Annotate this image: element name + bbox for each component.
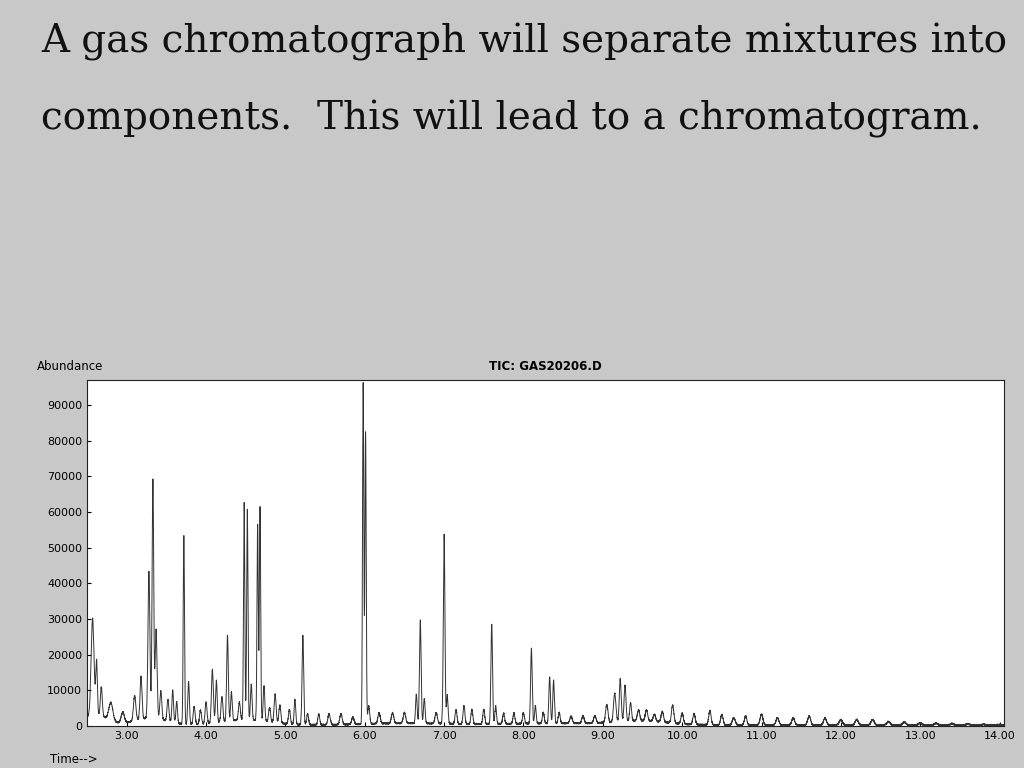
Text: components.  This will lead to a chromatogram.: components. This will lead to a chromato… (41, 100, 982, 137)
Text: Time-->: Time--> (50, 753, 98, 766)
Text: TIC: GAS20206.D: TIC: GAS20206.D (488, 360, 602, 373)
Text: Abundance: Abundance (37, 360, 103, 373)
Text: A gas chromatograph will separate mixtures into: A gas chromatograph will separate mixtur… (41, 23, 1007, 61)
